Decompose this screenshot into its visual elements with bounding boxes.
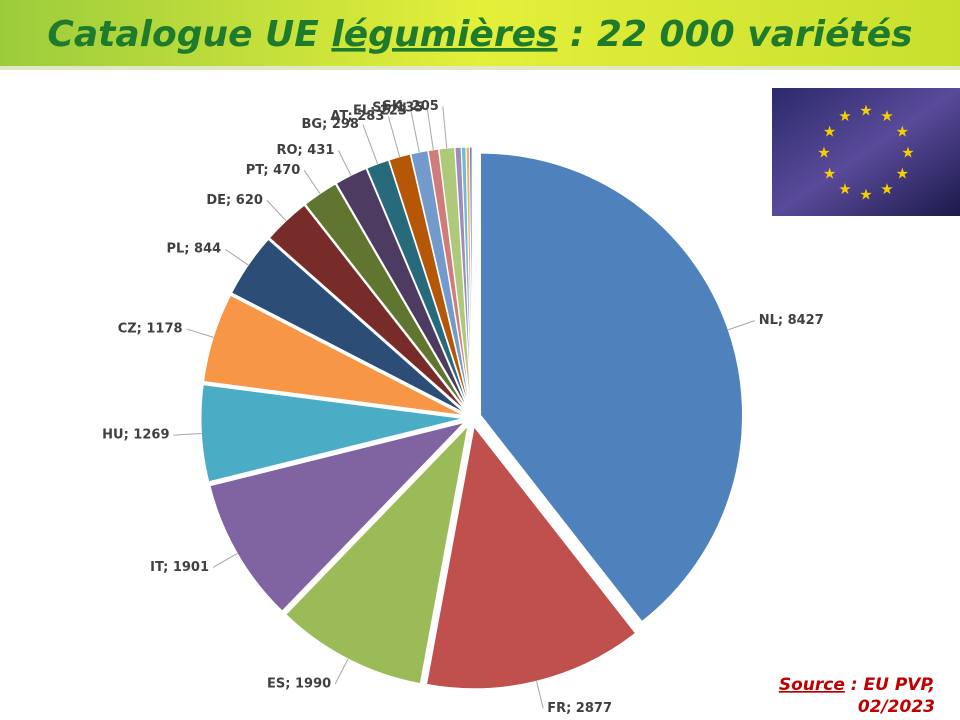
title-part: : 22 000 variétés: [557, 14, 912, 55]
title-part: légumières: [331, 14, 557, 55]
leader-line: [266, 200, 287, 222]
flag-star: ★: [823, 165, 836, 183]
pie-chart: NL; 8427 FR; 2877 ES; 1990 IT; 1901 HU; 1269…: [102, 99, 824, 716]
leader-line: [442, 106, 448, 149]
source-note: Source : EU PVP,: [779, 675, 935, 695]
leader-line: [426, 108, 434, 150]
pie-slice: [425, 425, 637, 690]
data-label: FR; 2877: [547, 701, 612, 716]
data-label: DE; 620: [206, 193, 263, 208]
data-label: IT; 1901: [150, 560, 209, 575]
data-label: EL; 223: [353, 103, 407, 118]
pie-slice: [203, 294, 464, 416]
source-date: 02/2023: [858, 697, 935, 717]
leader-line: [212, 553, 238, 568]
leader-line: [410, 110, 420, 153]
leader-line: [387, 116, 401, 157]
data-label: SI; 135: [372, 101, 423, 116]
data-label: NL; 8427: [759, 313, 824, 328]
data-label: SK; 205: [383, 99, 439, 114]
pie-slice: [209, 421, 466, 612]
header-band: [0, 0, 960, 66]
pie-slice: [469, 146, 473, 410]
leader-line: [224, 248, 249, 266]
source-part: : EU PVP,: [845, 675, 935, 695]
flag-star: ★: [896, 165, 909, 183]
data-label: ES; 1990: [267, 676, 331, 691]
source-part: Source: [779, 675, 845, 695]
data-label: PT; 470: [246, 163, 301, 178]
eu-flag: ★ ★★★★★★★★★★★: [772, 88, 960, 216]
flag-star: ★: [859, 186, 872, 204]
header-shadow: [0, 66, 960, 70]
data-label: RO; 431: [277, 143, 335, 158]
data-label: AT; 283: [330, 109, 384, 124]
flag-star: ★: [859, 102, 872, 120]
flag-star: ★: [880, 180, 893, 198]
flag-star: ★: [838, 107, 851, 125]
pie-slice: [366, 159, 470, 410]
flag-star: ★: [817, 144, 830, 162]
pie-slice: [268, 204, 467, 412]
pie-slice: [285, 424, 469, 685]
leader-line: [303, 170, 321, 194]
flag-star: ★: [823, 123, 836, 141]
leader-line: [338, 150, 352, 176]
flag-star: ★: [901, 144, 914, 162]
leader-line: [334, 658, 349, 685]
data-label: PL; 844: [166, 242, 221, 257]
leader-line: [173, 433, 202, 436]
pie-slice: [230, 238, 465, 414]
leader-line: [728, 320, 755, 331]
data-label: HU; 1269: [102, 428, 169, 443]
leader-line: [186, 328, 214, 338]
leader-line: [536, 681, 544, 709]
data-label: CZ; 1178: [118, 321, 183, 336]
flag-star: ★: [880, 107, 893, 125]
pie-slice: [335, 167, 469, 411]
flag-star: ★: [838, 180, 851, 198]
data-label: BG; 298: [302, 117, 359, 132]
title-part: Catalogue UE: [47, 14, 331, 55]
slide-title: Catalogue UE légumières : 22 000 variété…: [47, 14, 912, 55]
pie-slice: [480, 152, 744, 623]
leader-line: [362, 124, 379, 165]
flag-star: ★: [896, 123, 909, 141]
